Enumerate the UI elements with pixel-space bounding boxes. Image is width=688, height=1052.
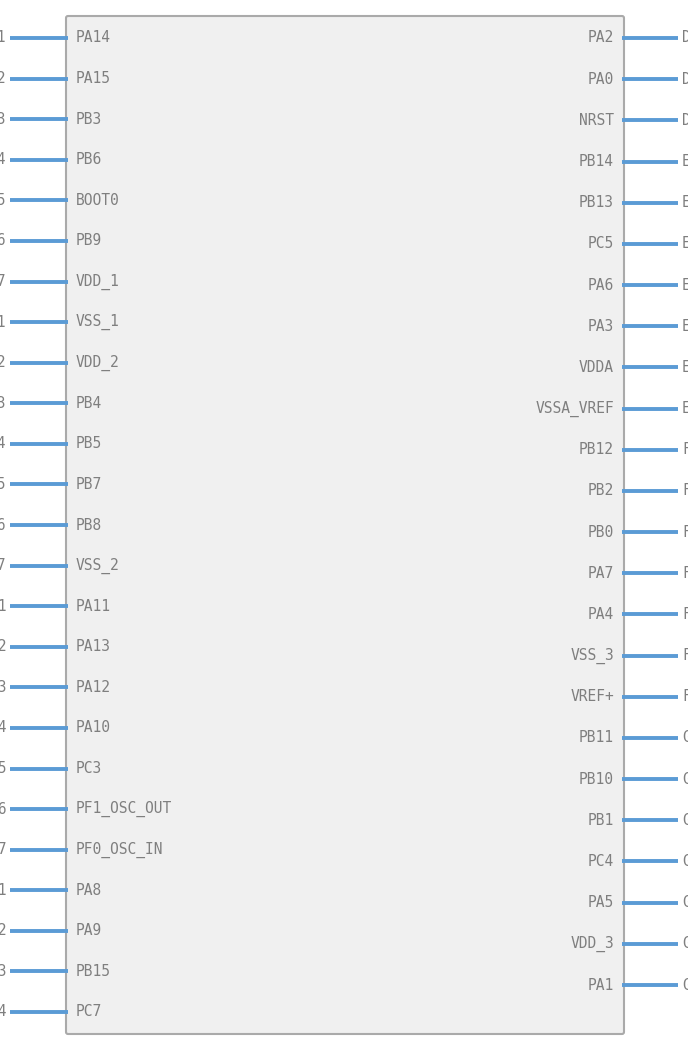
Text: PA8: PA8: [76, 883, 103, 897]
Text: D1: D1: [0, 883, 6, 897]
Text: G6: G6: [682, 936, 688, 951]
Text: PB6: PB6: [76, 153, 103, 167]
Text: PA9: PA9: [76, 924, 103, 938]
Text: VDD_2: VDD_2: [76, 355, 120, 370]
Text: C4: C4: [0, 721, 6, 735]
Text: C6: C6: [0, 802, 6, 816]
Text: F1: F1: [682, 442, 688, 458]
Text: E4: E4: [682, 278, 688, 292]
Text: E1: E1: [682, 154, 688, 169]
Text: G5: G5: [682, 895, 688, 910]
Text: PA2: PA2: [588, 31, 614, 45]
Text: C7: C7: [0, 843, 6, 857]
Text: PA15: PA15: [76, 72, 111, 86]
Text: PB2: PB2: [588, 484, 614, 499]
Text: F6: F6: [682, 648, 688, 663]
Text: E6: E6: [682, 360, 688, 375]
Text: PA3: PA3: [588, 319, 614, 333]
Text: PB3: PB3: [76, 112, 103, 126]
Text: PB10: PB10: [579, 771, 614, 787]
Text: C3: C3: [0, 680, 6, 694]
Text: A4: A4: [0, 153, 6, 167]
Text: C5: C5: [0, 761, 6, 776]
Text: G4: G4: [682, 854, 688, 869]
Text: PB4: PB4: [76, 396, 103, 410]
Text: B7: B7: [0, 558, 6, 573]
Text: VSS_3: VSS_3: [570, 648, 614, 664]
Text: D6: D6: [682, 72, 688, 86]
Text: VSSA_VREF: VSSA_VREF: [535, 401, 614, 417]
Text: VREF+: VREF+: [570, 689, 614, 704]
Text: PB0: PB0: [588, 525, 614, 540]
Text: A7: A7: [0, 274, 6, 289]
Text: PA4: PA4: [588, 607, 614, 622]
Text: PA13: PA13: [76, 640, 111, 654]
Text: F4: F4: [682, 566, 688, 581]
Text: VSS_2: VSS_2: [76, 558, 120, 573]
Text: PA10: PA10: [76, 721, 111, 735]
Text: B2: B2: [0, 356, 6, 370]
Text: E2: E2: [682, 196, 688, 210]
Text: E7: E7: [682, 401, 688, 416]
Text: BOOT0: BOOT0: [76, 193, 120, 208]
Text: G7: G7: [682, 977, 688, 992]
Text: PC7: PC7: [76, 1005, 103, 1019]
Text: PC5: PC5: [588, 237, 614, 251]
FancyBboxPatch shape: [66, 16, 624, 1034]
Text: VDD_3: VDD_3: [570, 935, 614, 952]
Text: F5: F5: [682, 607, 688, 622]
Text: PA11: PA11: [76, 599, 111, 613]
Text: PB11: PB11: [579, 730, 614, 746]
Text: G1: G1: [682, 730, 688, 746]
Text: PB7: PB7: [76, 477, 103, 492]
Text: PB13: PB13: [579, 196, 614, 210]
Text: A1: A1: [0, 31, 6, 45]
Text: PA14: PA14: [76, 31, 111, 45]
Text: PB14: PB14: [579, 154, 614, 169]
Text: PA7: PA7: [588, 566, 614, 581]
Text: VSS_1: VSS_1: [76, 313, 120, 330]
Text: NRST: NRST: [579, 113, 614, 128]
Text: D4: D4: [0, 1005, 6, 1019]
Text: B1: B1: [0, 315, 6, 329]
Text: PF1_OSC_OUT: PF1_OSC_OUT: [76, 801, 172, 817]
Text: PB9: PB9: [76, 234, 103, 248]
Text: D3: D3: [0, 964, 6, 979]
Text: PB8: PB8: [76, 518, 103, 532]
Text: E3: E3: [682, 237, 688, 251]
Text: PB15: PB15: [76, 964, 111, 979]
Text: B3: B3: [0, 396, 6, 410]
Text: PB5: PB5: [76, 437, 103, 451]
Text: D2: D2: [0, 924, 6, 938]
Text: PF0_OSC_IN: PF0_OSC_IN: [76, 842, 164, 857]
Text: G2: G2: [682, 771, 688, 787]
Text: PB1: PB1: [588, 813, 614, 828]
Text: D7: D7: [682, 113, 688, 128]
Text: A2: A2: [0, 72, 6, 86]
Text: A6: A6: [0, 234, 6, 248]
Text: F2: F2: [682, 484, 688, 499]
Text: PA0: PA0: [588, 72, 614, 86]
Text: D5: D5: [682, 31, 688, 45]
Text: VDDA: VDDA: [579, 360, 614, 375]
Text: F3: F3: [682, 525, 688, 540]
Text: F7: F7: [682, 689, 688, 704]
Text: C1: C1: [0, 599, 6, 613]
Text: G3: G3: [682, 813, 688, 828]
Text: PA12: PA12: [76, 680, 111, 694]
Text: PA5: PA5: [588, 895, 614, 910]
Text: PC4: PC4: [588, 854, 614, 869]
Text: PA6: PA6: [588, 278, 614, 292]
Text: A5: A5: [0, 193, 6, 208]
Text: PB12: PB12: [579, 442, 614, 458]
Text: B5: B5: [0, 477, 6, 492]
Text: B6: B6: [0, 518, 6, 532]
Text: A3: A3: [0, 112, 6, 126]
Text: B4: B4: [0, 437, 6, 451]
Text: PC3: PC3: [76, 761, 103, 776]
Text: VDD_1: VDD_1: [76, 274, 120, 289]
Text: C2: C2: [0, 640, 6, 654]
Text: E5: E5: [682, 319, 688, 333]
Text: PA1: PA1: [588, 977, 614, 992]
